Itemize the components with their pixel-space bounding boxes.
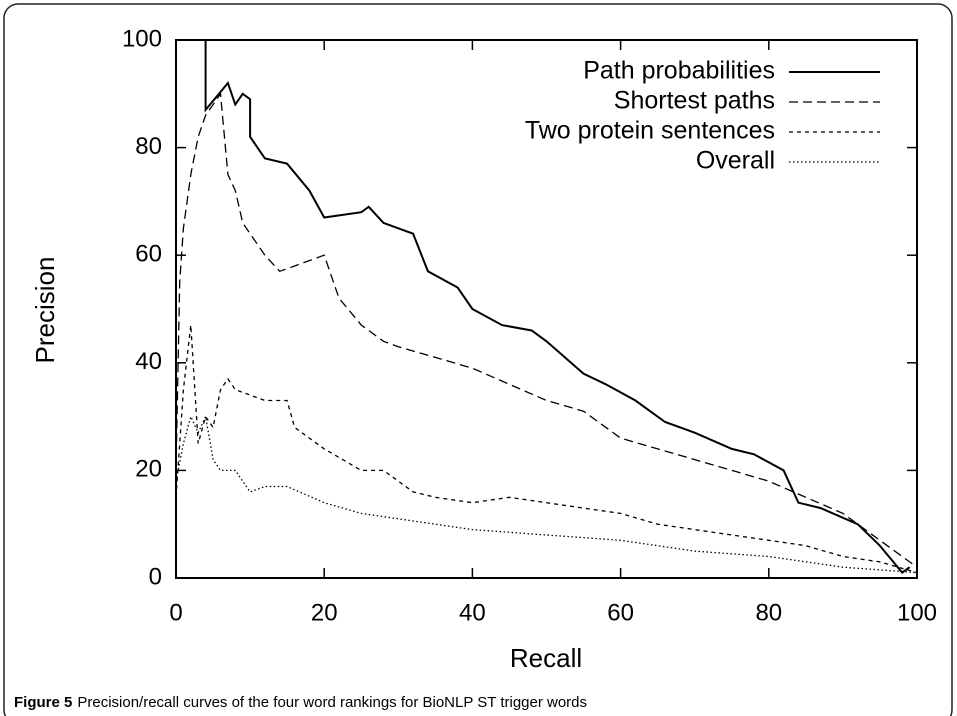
- x-tick-label: 60: [607, 599, 634, 626]
- y-tick-label: 20: [135, 456, 162, 483]
- series-line: [204, 40, 911, 574]
- y-axis-label: Precision: [30, 257, 60, 364]
- figure-label: Figure 5: [14, 694, 72, 711]
- x-tick-label: 80: [755, 599, 782, 626]
- legend-label: Shortest paths: [614, 87, 775, 115]
- legend-label: Overall: [696, 147, 775, 175]
- y-tick-label: 60: [135, 241, 162, 268]
- series-line: [175, 91, 918, 568]
- y-tick-label: 40: [135, 348, 162, 375]
- y-tick-label: 0: [149, 563, 162, 590]
- series-line: [175, 325, 918, 574]
- x-tick-label: 100: [897, 599, 937, 626]
- x-tick-label: 0: [169, 599, 182, 626]
- figure-frame: [3, 3, 953, 716]
- x-tick-label: 20: [311, 599, 338, 626]
- caption: Figure 5 Precision/recall curves of the f…: [14, 694, 587, 711]
- y-tick-label: 100: [122, 25, 162, 52]
- x-axis-label: Recall: [510, 643, 582, 673]
- legend-label: Two protein sentences: [525, 117, 775, 145]
- legend-label: Path probabilities: [583, 57, 775, 85]
- x-tick-label: 40: [459, 599, 486, 626]
- y-tick-label: 80: [135, 133, 162, 160]
- plot-frame: [175, 39, 918, 579]
- caption-text: Precision/recall curves of the four word…: [77, 694, 587, 711]
- series-line: [175, 414, 918, 574]
